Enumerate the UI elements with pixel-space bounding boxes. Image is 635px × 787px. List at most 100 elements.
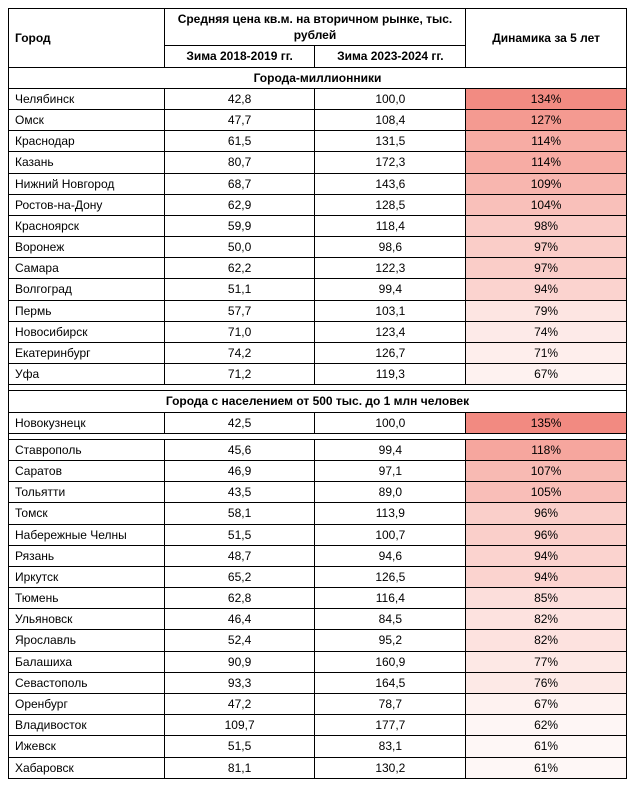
- table-body: Города-миллионникиЧелябинск42,8100,0134%…: [9, 67, 627, 778]
- cell-period2: 126,5: [315, 566, 466, 587]
- cell-city: Омск: [9, 109, 165, 130]
- table-row: Тюмень62,8116,485%: [9, 588, 627, 609]
- cell-dynamics: 67%: [466, 364, 627, 385]
- cell-dynamics: 134%: [466, 88, 627, 109]
- cell-period1: 93,3: [164, 672, 315, 693]
- cell-period2: 100,0: [315, 412, 466, 433]
- table-row: Хабаровск81,1130,261%: [9, 757, 627, 778]
- table-row: Ставрополь45,699,4118%: [9, 439, 627, 460]
- table-row: Ижевск51,583,161%: [9, 736, 627, 757]
- cell-period1: 68,7: [164, 173, 315, 194]
- cell-period1: 62,8: [164, 588, 315, 609]
- cell-dynamics: 82%: [466, 630, 627, 651]
- cell-period1: 61,5: [164, 131, 315, 152]
- cell-period1: 43,5: [164, 482, 315, 503]
- cell-city: Самара: [9, 258, 165, 279]
- table-row: Набережные Челны51,5100,796%: [9, 524, 627, 545]
- cell-period2: 99,4: [315, 439, 466, 460]
- section-title: Города с населением от 500 тыс. до 1 млн…: [9, 391, 627, 412]
- section-title: Города-миллионники: [9, 67, 627, 88]
- cell-city: Саратов: [9, 460, 165, 481]
- cell-period1: 71,2: [164, 364, 315, 385]
- cell-dynamics: 82%: [466, 609, 627, 630]
- cell-dynamics: 94%: [466, 545, 627, 566]
- cell-period2: 177,7: [315, 715, 466, 736]
- cell-period1: 52,4: [164, 630, 315, 651]
- cell-period2: 78,7: [315, 694, 466, 715]
- table-row: Омск47,7108,4127%: [9, 109, 627, 130]
- cell-period2: 131,5: [315, 131, 466, 152]
- cell-dynamics: 97%: [466, 237, 627, 258]
- cell-period2: 100,7: [315, 524, 466, 545]
- cell-dynamics: 135%: [466, 412, 627, 433]
- cell-city: Хабаровск: [9, 757, 165, 778]
- cell-period1: 48,7: [164, 545, 315, 566]
- cell-period2: 130,2: [315, 757, 466, 778]
- cell-dynamics: 97%: [466, 258, 627, 279]
- cell-period2: 143,6: [315, 173, 466, 194]
- table-row: Краснодар61,5131,5114%: [9, 131, 627, 152]
- table-row: Самара62,2122,397%: [9, 258, 627, 279]
- cell-period1: 71,0: [164, 321, 315, 342]
- cell-city: Волгоград: [9, 279, 165, 300]
- table-row: Саратов46,997,1107%: [9, 460, 627, 481]
- cell-period1: 59,9: [164, 215, 315, 236]
- cell-city: Севастополь: [9, 672, 165, 693]
- cell-period1: 47,2: [164, 694, 315, 715]
- cell-dynamics: 105%: [466, 482, 627, 503]
- table-row: Екатеринбург74,2126,771%: [9, 343, 627, 364]
- header-period1: Зима 2018-2019 гг.: [164, 46, 315, 67]
- table-row: Рязань48,794,694%: [9, 545, 627, 566]
- table-row: Тольятти43,589,0105%: [9, 482, 627, 503]
- cell-period2: 116,4: [315, 588, 466, 609]
- cell-city: Новокузнецк: [9, 412, 165, 433]
- cell-dynamics: 109%: [466, 173, 627, 194]
- cell-dynamics: 71%: [466, 343, 627, 364]
- table-row: Ульяновск46,484,582%: [9, 609, 627, 630]
- cell-period1: 65,2: [164, 566, 315, 587]
- cell-period1: 46,4: [164, 609, 315, 630]
- table-header: Город Средняя цена кв.м. на вторичном ры…: [9, 9, 627, 68]
- cell-city: Пермь: [9, 300, 165, 321]
- cell-dynamics: 98%: [466, 215, 627, 236]
- cell-dynamics: 96%: [466, 503, 627, 524]
- cell-city: Казань: [9, 152, 165, 173]
- cell-period1: 51,5: [164, 524, 315, 545]
- table-row: Ростов-на-Дону62,9128,5104%: [9, 194, 627, 215]
- cell-dynamics: 76%: [466, 672, 627, 693]
- cell-period1: 74,2: [164, 343, 315, 364]
- cell-period2: 118,4: [315, 215, 466, 236]
- cell-city: Ульяновск: [9, 609, 165, 630]
- cell-period2: 113,9: [315, 503, 466, 524]
- cell-dynamics: 94%: [466, 566, 627, 587]
- cell-period2: 98,6: [315, 237, 466, 258]
- cell-period2: 119,3: [315, 364, 466, 385]
- cell-period1: 80,7: [164, 152, 315, 173]
- cell-city: Томск: [9, 503, 165, 524]
- header-dynamics: Динамика за 5 лет: [466, 9, 627, 68]
- table-row: Владивосток109,7177,762%: [9, 715, 627, 736]
- table-row: Челябинск42,8100,0134%: [9, 88, 627, 109]
- cell-period1: 109,7: [164, 715, 315, 736]
- cell-period2: 97,1: [315, 460, 466, 481]
- header-price-group: Средняя цена кв.м. на вторичном рынке, т…: [164, 9, 465, 46]
- cell-period2: 84,5: [315, 609, 466, 630]
- cell-period1: 81,1: [164, 757, 315, 778]
- table-row: Балашиха90,9160,977%: [9, 651, 627, 672]
- cell-period1: 58,1: [164, 503, 315, 524]
- cell-city: Красноярск: [9, 215, 165, 236]
- cell-city: Уфа: [9, 364, 165, 385]
- cell-period2: 83,1: [315, 736, 466, 757]
- cell-period2: 123,4: [315, 321, 466, 342]
- cell-period1: 90,9: [164, 651, 315, 672]
- cell-period2: 103,1: [315, 300, 466, 321]
- cell-dynamics: 61%: [466, 757, 627, 778]
- cell-period2: 160,9: [315, 651, 466, 672]
- header-period2: Зима 2023-2024 гг.: [315, 46, 466, 67]
- cell-period2: 99,4: [315, 279, 466, 300]
- cell-period1: 57,7: [164, 300, 315, 321]
- table-row: Волгоград51,199,494%: [9, 279, 627, 300]
- cell-city: Екатеринбург: [9, 343, 165, 364]
- cell-city: Балашиха: [9, 651, 165, 672]
- table-row: Томск58,1113,996%: [9, 503, 627, 524]
